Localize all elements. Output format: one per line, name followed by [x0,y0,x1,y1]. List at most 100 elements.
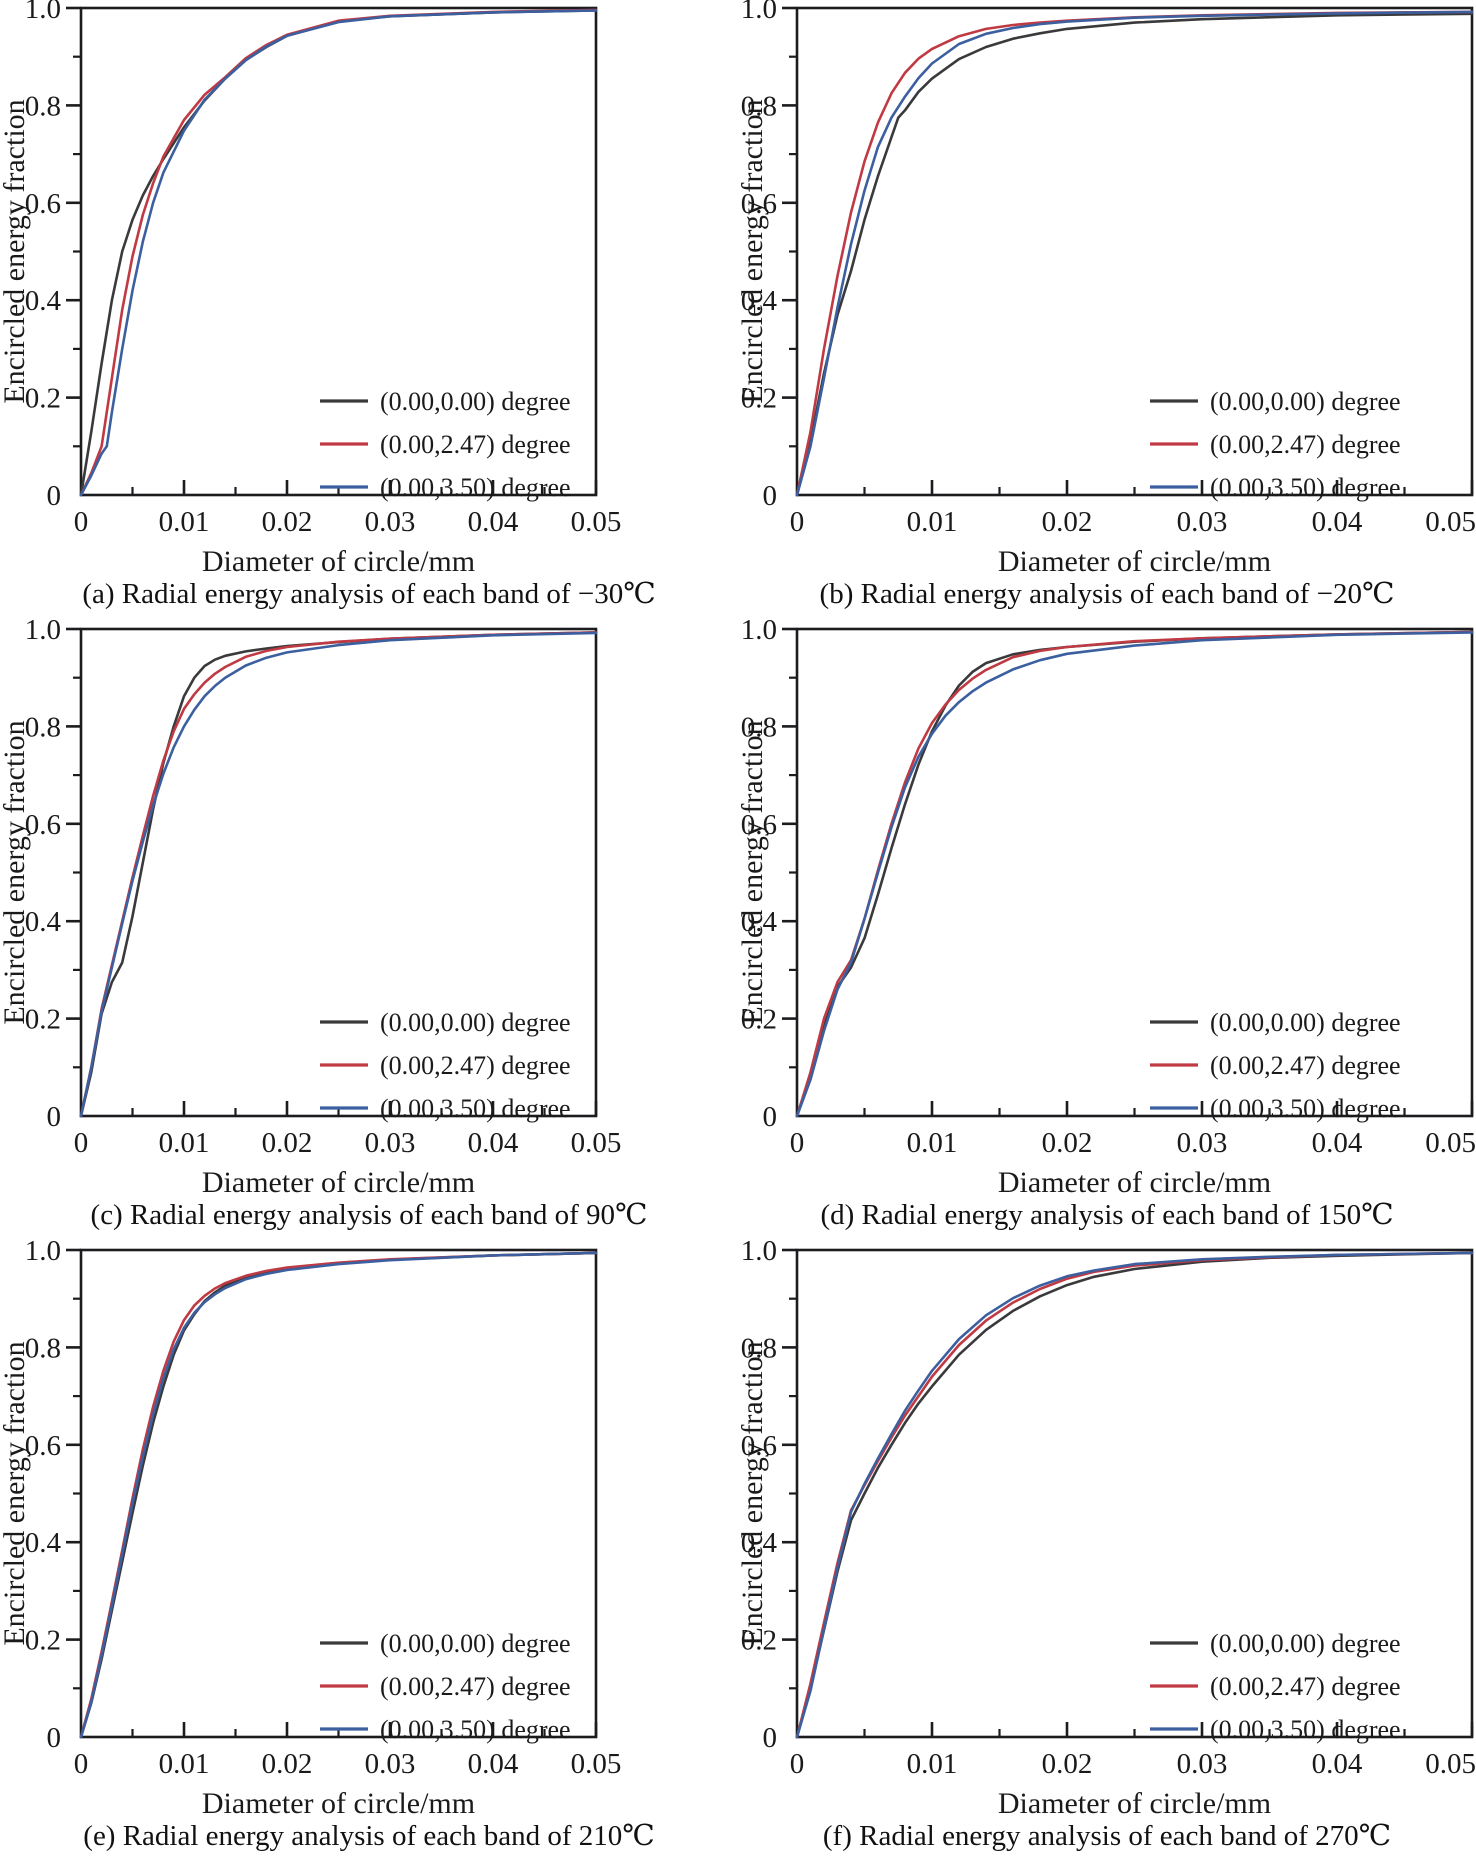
chart-b-canvas: 0 0.01 0.02 0.03 0.04 0.05 0 0.2 0.4 0.6 0.8 1.0 Dia… [736,0,1476,578]
x-tick-label: 0.03 [365,1748,416,1780]
y-tick-label: 0.6 [25,1430,61,1462]
x-tick-label: 0 [790,1748,805,1780]
x-tick-label: 0.01 [907,1748,958,1780]
x-tick-label: 0.04 [1312,1127,1363,1159]
legend-label: (0.00,2.47) degree [1210,1672,1401,1701]
x-tick-label: 0.05 [571,1748,622,1780]
y-tick-label: 0.6 [741,809,777,841]
y-tick-label: 0.4 [25,906,62,938]
series-line-blue [79,631,598,1118]
series-line-black [795,1251,1474,1739]
chart-a-canvas: 0 0.01 0.02 0.03 0.04 0.05 0 0.2 0.4 0.6 0.8 1.0 Dia… [0,0,621,578]
legend-label: (0.00,0.00) degree [380,1008,571,1037]
x-tick-label: 0.02 [1042,1127,1093,1159]
y-tick-label: 0.8 [741,711,777,743]
x-tick-label: 0.01 [159,506,210,538]
plot-box [79,1248,598,1739]
y-tick-label: 0.4 [25,285,62,317]
series-line-red [79,631,598,1118]
y-tick-label: 0.8 [25,1332,61,1364]
x-tick-label: 0.03 [1177,1748,1228,1780]
chart-f-caption: (f) Radial energy analysis of each band … [822,1820,1392,1852]
x-axis-label: Diameter of circle/mm [202,545,475,578]
y-tick-label: 0 [763,1101,778,1133]
x-axis-label: Diameter of circle/mm [998,1166,1271,1199]
x-axis-label: Diameter of circle/mm [202,1787,475,1820]
chart-f-canvas: 0 0.01 0.02 0.03 0.04 0.05 0 0.2 0.4 0.6 0.8 1.0 Dia… [736,1235,1476,1820]
legend-label: (0.00,0.00) degree [1210,387,1401,416]
y-tick-label: 0.4 [741,1527,778,1559]
legend-label: (0.00,2.47) degree [1210,1051,1401,1080]
y-axis-label: Encircled energy fraction [0,720,31,1024]
chart-c-canvas: 0 0.01 0.02 0.03 0.04 0.05 0 0.2 0.4 0.6 0.8 1.0 Dia… [0,614,622,1199]
y-tick-label: 0.6 [741,1430,777,1462]
x-axis-label: Diameter of circle/mm [998,1787,1271,1820]
chart-e-canvas: 0 0.01 0.02 0.03 0.04 0.05 0 0.2 0.4 0.6 0.8 1.0 Dia… [0,1235,622,1820]
x-tick-label: 0 [74,506,89,538]
plot-box [79,6,598,497]
series-line-blue [79,9,598,497]
y-tick-label: 1.0 [25,1235,61,1267]
y-tick-label: 0.8 [25,90,61,122]
legend-label: (0.00,0.00) degree [380,387,571,416]
y-axis-label: Encircled energy fraction [0,1341,31,1645]
legend-label: (0.00,3.50) degree [380,1094,571,1123]
x-axis-label: Diameter of circle/mm [202,1166,475,1199]
panel-f: 0 0.01 0.02 0.03 0.04 0.05 0 0.2 0.4 0.6 0.8 1.0 Dia… [736,1235,1476,1863]
y-tick-label: 0.2 [25,1625,61,1657]
y-tick-label: 0 [47,1722,62,1754]
x-tick-label: 0.05 [1425,506,1476,538]
x-tick-label: 0.05 [571,1127,622,1159]
panel-a: 0 0.01 0.02 0.03 0.04 0.05 0 0.2 0.4 0.6 0.8 1.0 Dia… [0,0,738,621]
x-tick-label: 0.03 [1177,506,1228,538]
y-tick-label: 0.2 [25,1004,61,1036]
x-tick-label: 0.01 [159,1127,210,1159]
y-axis-label: Encircled energy fraction [0,99,31,403]
x-tick-label: 0.02 [262,506,313,538]
x-tick-label: 0 [790,1127,805,1159]
x-tick-label: 0.01 [907,506,958,538]
y-tick-label: 1.0 [741,614,777,646]
plot-box [79,627,598,1118]
series-line-black [79,9,598,497]
y-tick-label: 0.2 [741,1625,777,1657]
y-tick-label: 0.4 [741,906,778,938]
y-tick-label: 0 [763,480,778,512]
x-tick-label: 0.02 [1042,1748,1093,1780]
series-line-black [79,631,598,1118]
series-line-blue [795,1251,1474,1739]
y-tick-label: 0.8 [25,711,61,743]
x-tick-label: 0 [790,506,805,538]
series-line-red [795,1251,1474,1739]
x-tick-label: 0.04 [468,1748,519,1780]
chart-b-caption: (b) Radial energy analysis of each band … [819,578,1395,610]
y-tick-label: 1.0 [741,1235,777,1267]
x-tick-label: 0.02 [262,1127,313,1159]
legend-label: (0.00,2.47) degree [380,430,571,459]
y-tick-label: 0 [47,1101,62,1133]
series-line-black [795,12,1474,497]
series-line-red [79,8,598,497]
y-tick-label: 0.2 [741,383,777,415]
x-tick-label: 0.01 [159,1748,210,1780]
legend-label: (0.00,3.50) degree [1210,1094,1401,1123]
x-tick-label: 0 [74,1748,89,1780]
chart-e-caption: (e) Radial energy analysis of each band … [83,1820,655,1852]
y-axis-label: Encircled energy fraction [736,720,769,1024]
y-tick-label: 0.8 [741,1332,777,1364]
plot-box [795,1248,1474,1739]
legend-label: (0.00,0.00) degree [1210,1629,1401,1658]
y-axis-label: Encircled energy fraction [736,1341,769,1645]
chart-c-caption: (c) Radial energy analysis of each band … [90,1199,648,1231]
legend-label: (0.00,2.47) degree [1210,430,1401,459]
series-line-red [795,630,1474,1118]
x-tick-label: 0.03 [365,506,416,538]
panel-b: 0 0.01 0.02 0.03 0.04 0.05 0 0.2 0.4 0.6 0.8 1.0 Dia… [736,0,1476,621]
legend-label: (0.00,3.50) degree [1210,1715,1401,1744]
x-tick-label: 0 [74,1127,89,1159]
x-tick-label: 0.03 [1177,1127,1228,1159]
y-tick-label: 0.2 [25,383,61,415]
series-line-blue [795,631,1474,1118]
series-line-blue [795,10,1474,497]
